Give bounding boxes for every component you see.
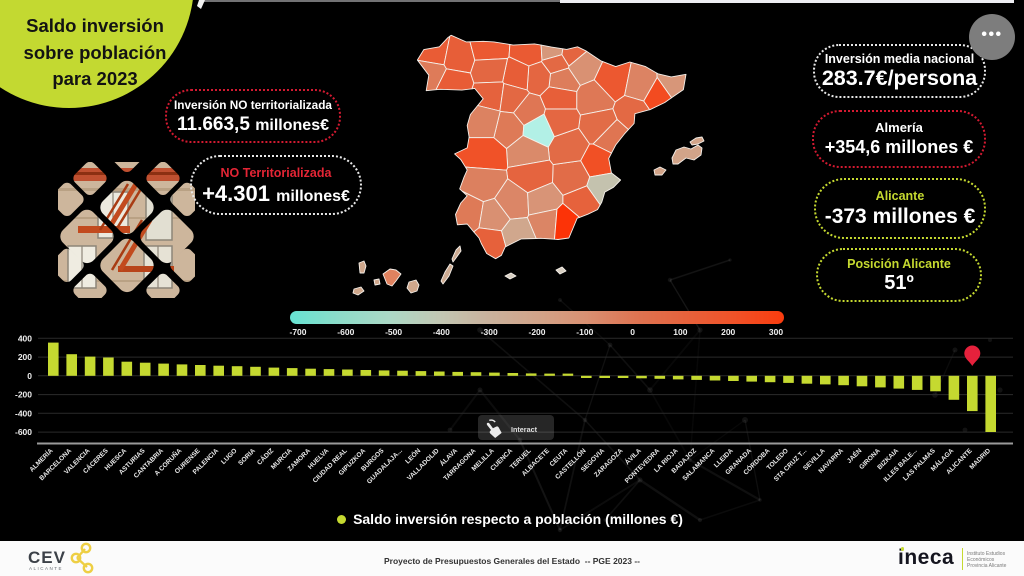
svg-text:200: 200 <box>18 352 32 362</box>
svg-text:-200: -200 <box>15 390 32 400</box>
svg-text:-600: -600 <box>15 427 32 437</box>
svg-text:JAÉN: JAÉN <box>845 446 864 465</box>
svg-text:LUGO: LUGO <box>220 447 238 465</box>
svg-text:400: 400 <box>18 333 32 343</box>
svg-text:0: 0 <box>27 371 32 381</box>
svg-text:GUADALAJA...: GUADALAJA... <box>366 447 404 485</box>
svg-text:SORIA: SORIA <box>237 447 257 467</box>
svg-text:-400: -400 <box>15 408 32 418</box>
